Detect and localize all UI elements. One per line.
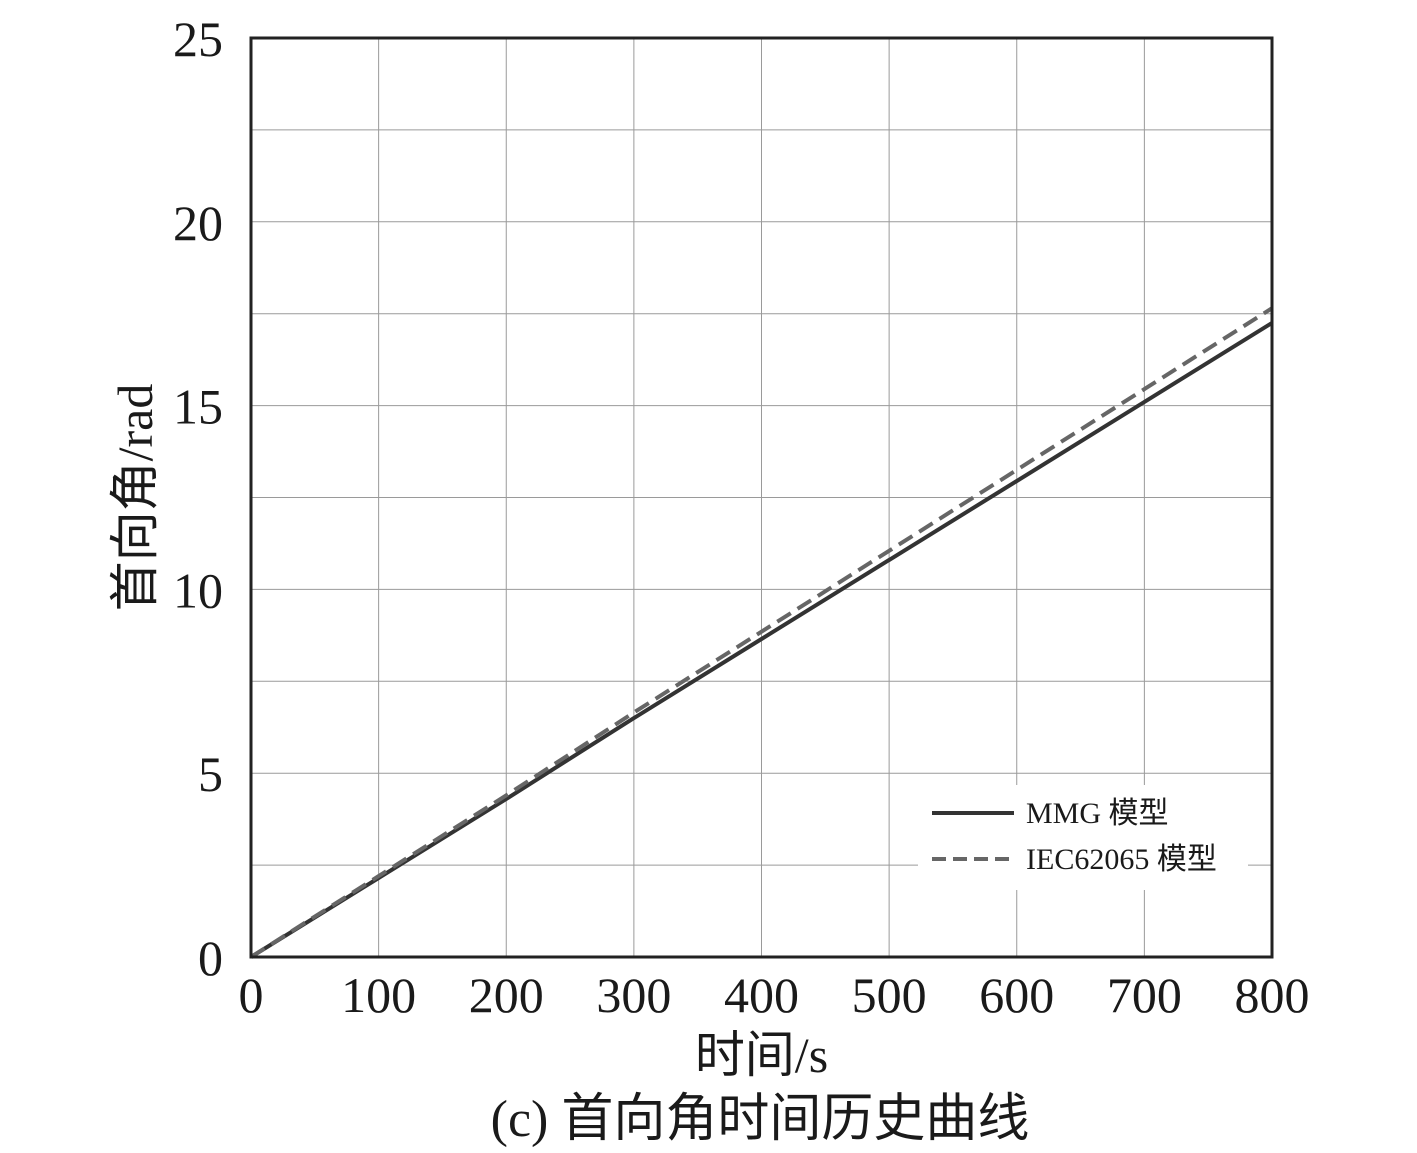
y-tick-label: 25 <box>173 11 223 67</box>
figure-caption: (c) 首向角时间历史曲线 <box>491 1091 1030 1148</box>
y-tick-label: 0 <box>198 930 223 986</box>
y-tick-label: 10 <box>173 562 223 618</box>
legend-label-mmg: MMG 模型 <box>1026 797 1169 830</box>
x-tick-labels: 0 100 200 300 400 500 600 700 800 <box>239 967 1310 1023</box>
x-tick-label: 300 <box>596 967 671 1023</box>
legend-background <box>918 785 1248 890</box>
legend: MMG 模型 IEC62065 模型 <box>918 785 1248 890</box>
grid-lines <box>251 38 1272 957</box>
series-line-mmg <box>249 321 1274 959</box>
x-tick-label: 600 <box>979 967 1054 1023</box>
x-tick-label: 0 <box>239 967 264 1023</box>
x-tick-label: 700 <box>1107 967 1182 1023</box>
x-tick-label: 400 <box>724 967 799 1023</box>
x-tick-label: 200 <box>469 967 544 1023</box>
y-tick-label: 15 <box>173 379 223 435</box>
y-tick-label: 20 <box>173 195 223 251</box>
plot-frame <box>249 36 1274 959</box>
legend-label-iec62065: IEC62065 模型 <box>1026 843 1217 876</box>
x-tick-label: 500 <box>852 967 927 1023</box>
y-tick-labels: 0 5 10 15 20 25 <box>173 11 223 986</box>
y-axis-label: 首向角/rad <box>107 384 163 612</box>
x-axis-label: 时间/s <box>695 1027 828 1083</box>
x-tick-label: 100 <box>341 967 416 1023</box>
y-tick-label: 5 <box>198 746 223 802</box>
series-lines <box>249 306 1274 959</box>
series-line-iec62065 <box>249 306 1274 959</box>
x-tick-label: 800 <box>1235 967 1310 1023</box>
